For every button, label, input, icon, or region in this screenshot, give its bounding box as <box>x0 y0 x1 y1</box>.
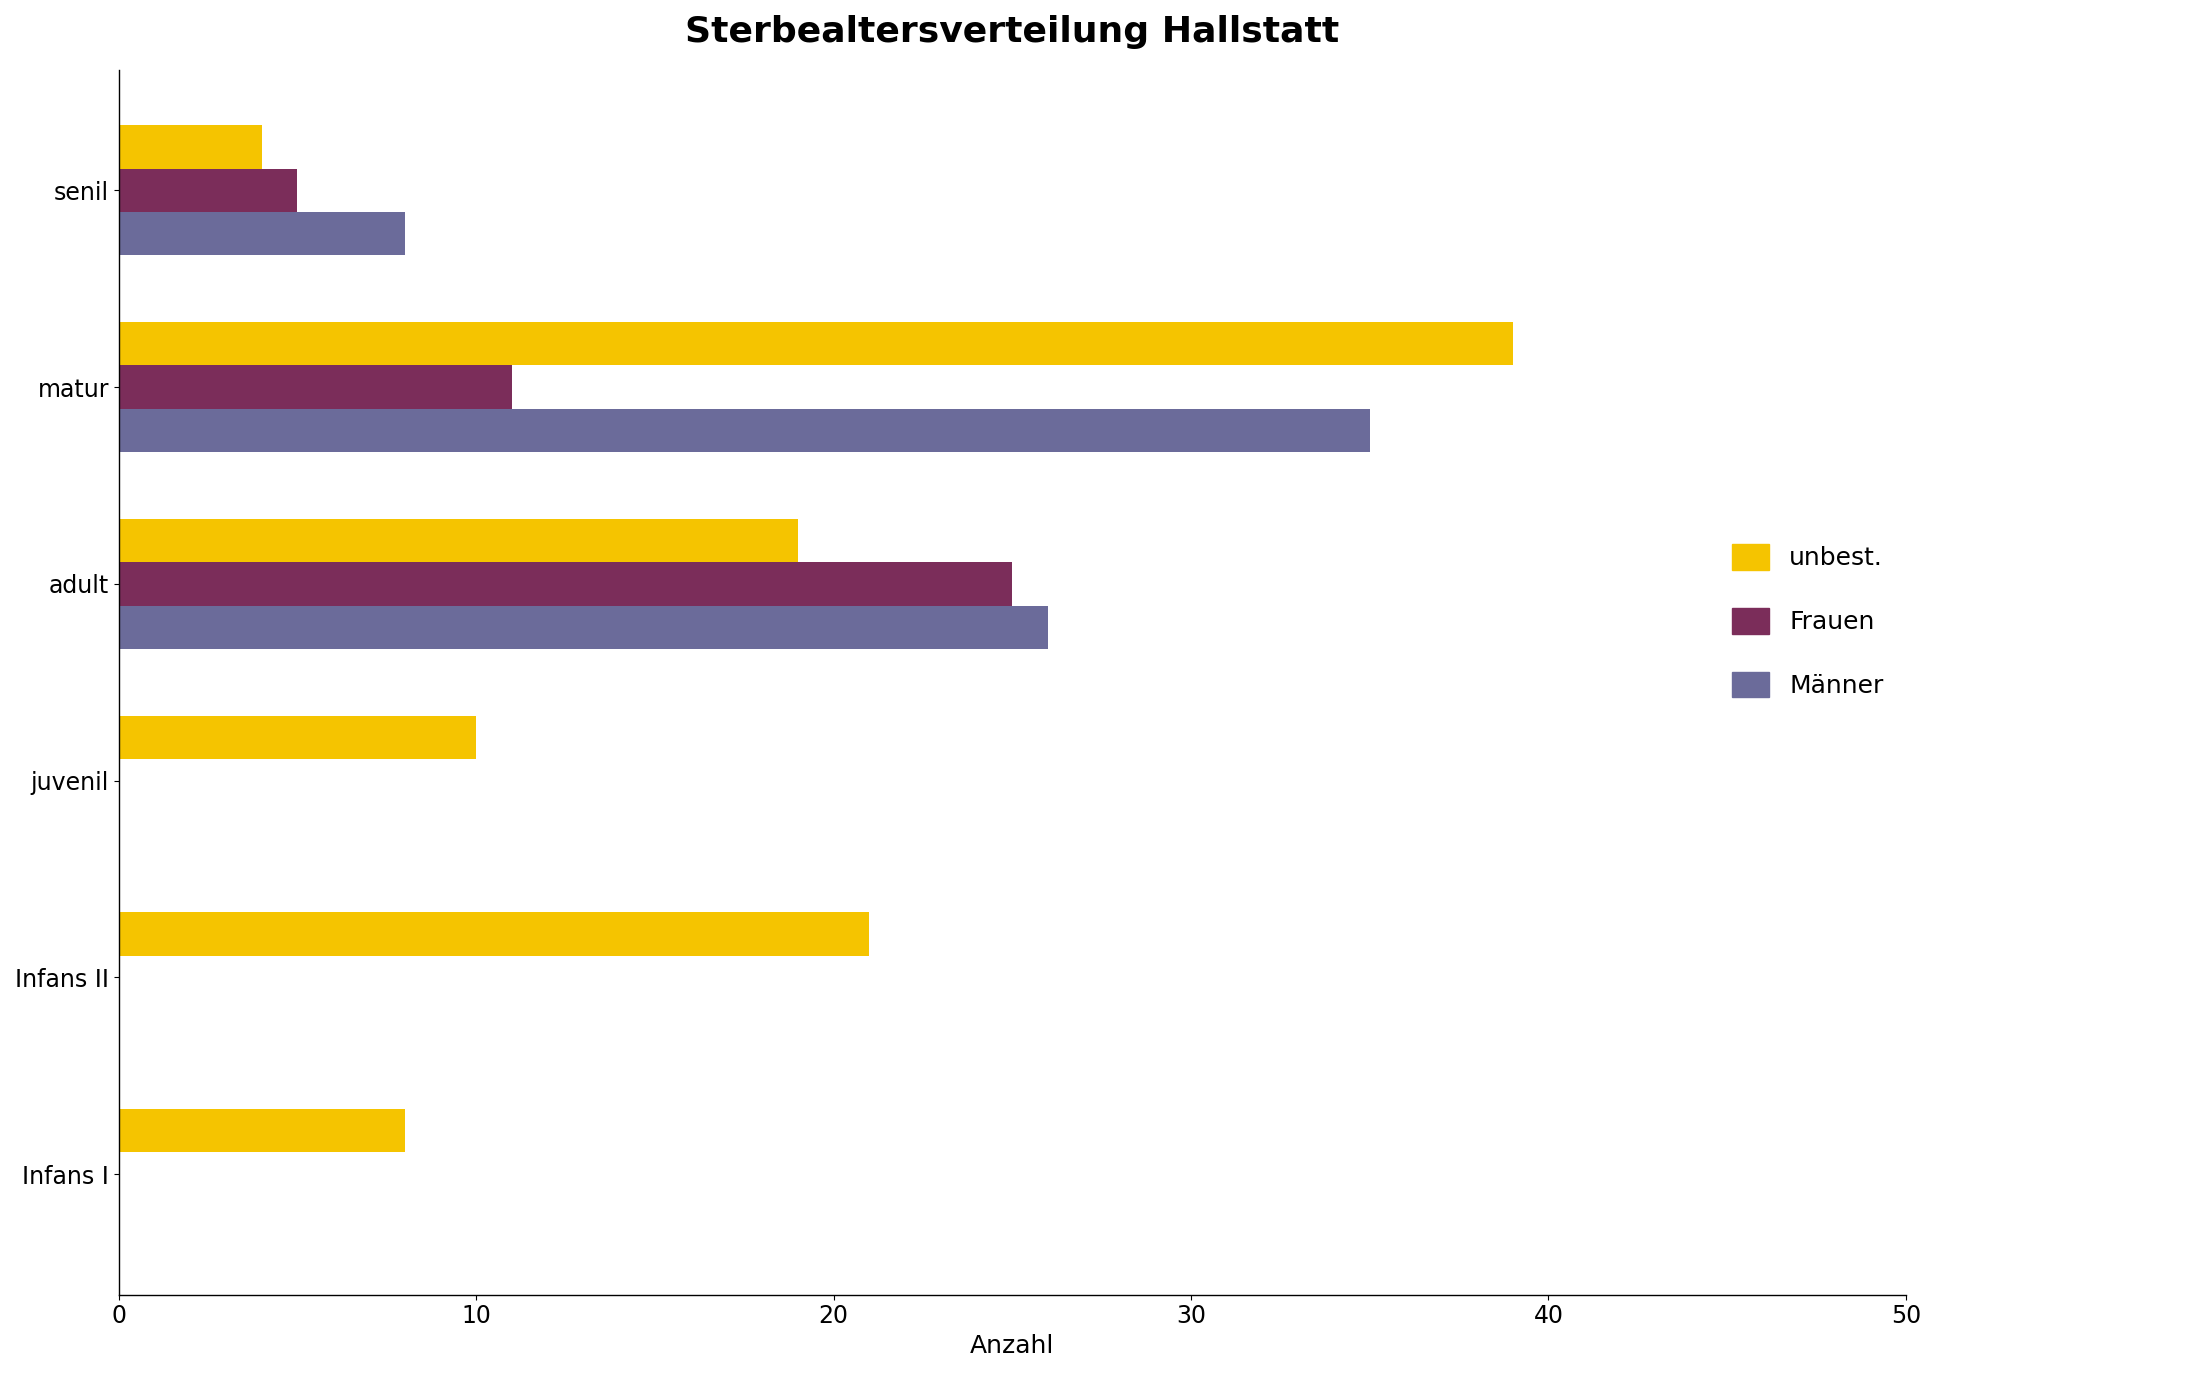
Bar <box>119 715 475 759</box>
Bar <box>119 519 799 562</box>
X-axis label: Anzahl: Anzahl <box>970 1335 1054 1358</box>
Bar <box>119 169 297 211</box>
Bar <box>119 409 1371 452</box>
Bar <box>119 562 1012 605</box>
Bar <box>119 365 513 409</box>
Bar <box>119 211 405 255</box>
Legend: unbest., Frauen, Männer: unbest., Frauen, Männer <box>1720 534 1894 708</box>
Bar <box>119 323 1514 365</box>
Bar <box>119 1109 405 1152</box>
Title: Sterbealtersverteilung Hallstatt: Sterbealtersverteilung Hallstatt <box>684 15 1340 49</box>
Bar <box>119 913 869 956</box>
Bar <box>119 605 1047 649</box>
Bar <box>119 125 262 169</box>
